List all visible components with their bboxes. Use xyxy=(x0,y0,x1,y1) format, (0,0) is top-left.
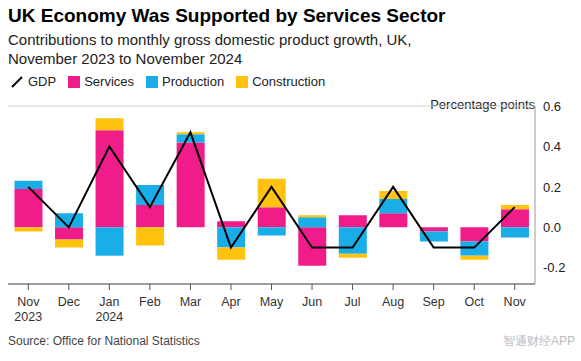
html-text:Services: Services xyxy=(84,74,134,89)
svg-text:-0.2: -0.2 xyxy=(543,260,565,275)
svg-text:0.2: 0.2 xyxy=(543,180,561,195)
svg-text:May: May xyxy=(260,295,284,309)
svg-text:Sep: Sep xyxy=(423,295,445,309)
svg-text:Feb: Feb xyxy=(139,295,161,309)
svg-text:Jun: Jun xyxy=(302,295,322,309)
svg-text:Oct: Oct xyxy=(464,295,484,309)
svg-text:Dec: Dec xyxy=(58,295,80,309)
svg-text:Apr: Apr xyxy=(221,295,240,309)
svg-text:Jul: Jul xyxy=(345,295,361,309)
html-text:Contributions to monthly gross: Contributions to monthly gross domestic … xyxy=(8,31,412,67)
html-text:智通财经APP: 智通财经APP xyxy=(503,334,575,348)
svg-text:2024: 2024 xyxy=(95,310,123,324)
svg-text:Nov: Nov xyxy=(17,295,40,309)
svg-text:0.6: 0.6 xyxy=(543,99,561,114)
html-text:Production: Production xyxy=(162,74,225,89)
svg-text:2023: 2023 xyxy=(14,310,42,324)
svg-text:Mar: Mar xyxy=(180,295,202,309)
html-text:UK Economy Was Supported by Se: UK Economy Was Supported by Services Sec… xyxy=(8,5,446,26)
html-text:Construction: Construction xyxy=(252,74,326,89)
html-text:Percentage points: Percentage points xyxy=(430,97,535,112)
svg-text:Nov: Nov xyxy=(504,295,527,309)
html-text:Source: Office for National St: Source: Office for National Statistics xyxy=(8,334,200,348)
svg-text:0.0: 0.0 xyxy=(543,220,561,235)
svg-text:0.4: 0.4 xyxy=(543,139,561,154)
html-text:GDP: GDP xyxy=(28,74,57,89)
svg-text:Jan: Jan xyxy=(99,295,119,309)
svg-text:Aug: Aug xyxy=(382,295,404,309)
